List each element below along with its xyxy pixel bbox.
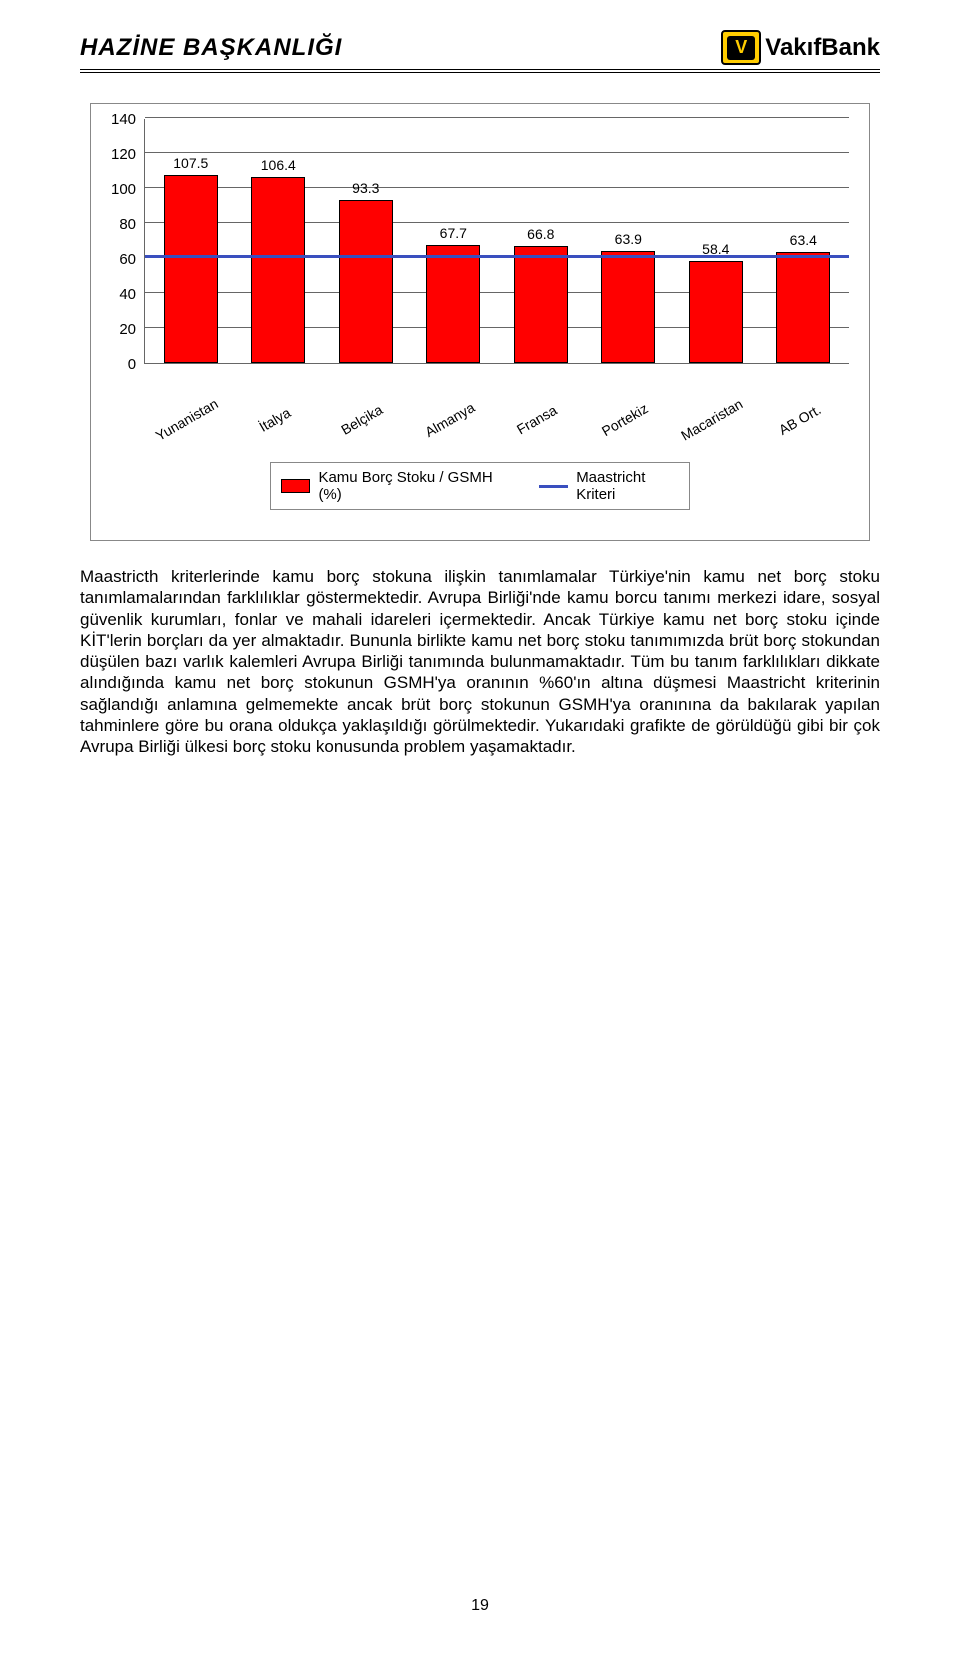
- bar: [776, 252, 830, 363]
- chart-legend: Kamu Borç Stoku / GSMH (%) Maastricht Kr…: [270, 462, 690, 510]
- header-title: HAZİNE BAŞKANLIĞI: [80, 34, 342, 62]
- bar-value-label: 66.8: [527, 226, 554, 242]
- legend-criterion: Maastricht Kriteri: [539, 469, 679, 503]
- bar: [514, 246, 568, 363]
- x-axis-label: İtalya: [232, 391, 328, 469]
- y-axis: 140120100806040200: [111, 119, 144, 364]
- bar-group: 107.5: [147, 119, 235, 363]
- gridline: [145, 117, 849, 118]
- x-axis-label: Belçika: [320, 391, 416, 469]
- bar-group: 106.4: [235, 119, 323, 363]
- x-axis-label: Almanya: [407, 391, 503, 469]
- bar: [601, 251, 655, 363]
- x-axis-label: Fransa: [495, 391, 591, 469]
- bar-value-label: 93.3: [352, 180, 379, 196]
- bar-group: 63.4: [760, 119, 848, 363]
- bar: [251, 177, 305, 363]
- document-page: HAZİNE BAŞKANLIĞI V VakıfBank 1401201008…: [0, 0, 960, 1655]
- bar-group: 93.3: [322, 119, 410, 363]
- bar-group: 67.7: [410, 119, 498, 363]
- body-paragraph: Maastricth kriterlerinde kamu borç stoku…: [80, 566, 880, 757]
- bar-value-label: 67.7: [440, 225, 467, 241]
- bar-group: 63.9: [585, 119, 673, 363]
- bar-chart: 140120100806040200 107.5 106.4 93.3 67.7 66.…: [90, 103, 870, 541]
- chart-area: 140120100806040200 107.5 106.4 93.3 67.7 66.…: [111, 119, 849, 399]
- bar-group: 66.8: [497, 119, 585, 363]
- logo-text: VakıfBank: [765, 34, 880, 62]
- bar: [689, 261, 743, 363]
- legend-criterion-label: Maastricht Kriteri: [576, 469, 679, 503]
- bar-value-label: 106.4: [261, 157, 296, 173]
- bar-value-label: 63.9: [615, 231, 642, 247]
- logo-icon: V: [721, 30, 761, 65]
- bars-group: 107.5 106.4 93.3 67.7 66.8 63.9 58.4 63.4: [145, 119, 849, 363]
- x-axis-label: Portekiz: [582, 391, 678, 469]
- plot-area: 107.5 106.4 93.3 67.7 66.8 63.9 58.4 63.4: [144, 119, 849, 364]
- page-header: HAZİNE BAŞKANLIĞI V VakıfBank: [80, 30, 880, 65]
- x-axis-label: Yunanistan: [145, 391, 241, 469]
- bar: [164, 175, 218, 363]
- bar-value-label: 107.5: [173, 155, 208, 171]
- bar-value-label: 63.4: [790, 232, 817, 248]
- x-axis-labels: YunanistanİtalyaBelçikaAlmanyaFransaPort…: [149, 404, 849, 444]
- page-number: 19: [80, 1597, 880, 1615]
- legend-swatch-line: [539, 485, 568, 488]
- legend-series: Kamu Borç Stoku / GSMH (%): [281, 469, 503, 503]
- maastricht-line: [145, 255, 849, 258]
- logo-glyph: V: [727, 36, 755, 60]
- x-axis-label: Macaristan: [670, 391, 766, 469]
- bar: [426, 245, 480, 363]
- bar: [339, 200, 393, 363]
- legend-swatch-bar: [281, 479, 310, 493]
- legend-series-label: Kamu Borç Stoku / GSMH (%): [318, 469, 503, 503]
- x-axis-label: AB Ort.: [757, 391, 853, 469]
- header-divider: [80, 69, 880, 73]
- bar-group: 58.4: [672, 119, 760, 363]
- bank-logo: V VakıfBank: [721, 30, 880, 65]
